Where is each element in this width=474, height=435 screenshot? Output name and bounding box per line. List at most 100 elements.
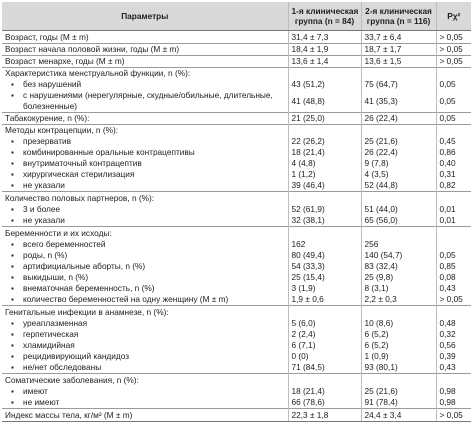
cell-group-1: 162 — [287, 239, 361, 250]
cell-parameter: имеют — [2, 386, 288, 397]
cell-p-value: 0,08 — [435, 272, 471, 283]
cell-parameter: Генитальные инфекции в анамнезе, n (%): — [2, 305, 288, 318]
cell-p-value: 0,98 — [435, 386, 471, 397]
cell-parameter: Беременности и их исходы: — [2, 226, 288, 239]
cell-parameter: Возраст менархе, годы (M ± m) — [2, 55, 288, 68]
cell-group-1: 43 (51,2) — [287, 79, 361, 90]
table-row: с нарушениями (нерегулярные, скудные/оби… — [2, 90, 471, 113]
table-row: рецидивирующий кандидоз 0 (0)1 (0,9)0,39 — [2, 351, 471, 362]
table-row: хламидийная 6 (7,1)6 (5,2)0,56 — [2, 340, 471, 351]
cell-p-value: 0,45 — [435, 136, 471, 147]
cell-group-1 — [287, 191, 361, 204]
row-label: Возраст начала половой жизни, годы (M ± … — [5, 44, 180, 55]
row-sublabel: уреаплазменная — [5, 318, 87, 328]
row-sublabel: не имеют — [5, 397, 59, 407]
row-sublabel: выкидыши, n (%) — [5, 272, 88, 282]
cell-parameter: не/нет обследованы — [2, 362, 288, 374]
cell-group-2: 13,6 ± 1,5 — [360, 55, 436, 68]
row-sublabel: герпетическая — [5, 329, 78, 339]
table-row: внутриматочный контрацептив 4 (4,8)9 (7,8… — [2, 158, 471, 169]
cell-p-value — [435, 226, 471, 239]
table-row: Соматические заболевания, n (%): — [2, 373, 471, 386]
cell-parameter: всего беременностей — [2, 239, 288, 250]
row-sublabel: хламидийная — [5, 340, 75, 350]
cell-group-2: 33,7 ± 6,4 — [360, 30, 436, 44]
cell-parameter: выкидыши, n (%) — [2, 272, 288, 283]
cell-p-value: 0,05 — [435, 250, 471, 261]
row-sublabel: внутриматочный контрацептив — [5, 158, 142, 168]
cell-p-value: 0,05 — [435, 79, 471, 90]
cell-parameter: 3 и более — [2, 204, 288, 215]
row-sublabel: имеют — [5, 386, 48, 396]
cell-p-value: > 0,05 — [435, 408, 471, 422]
cell-p-value — [435, 124, 471, 136]
cell-parameter: Методы контрацепции, n (%): — [2, 124, 288, 136]
cell-parameter: количество беременностей на одну женщину… — [2, 294, 288, 306]
cell-p-value: 0,48 — [435, 318, 471, 329]
cell-group-1: 66 (78,6) — [287, 397, 361, 409]
header-group-1-line-1: 1-я клиническая — [291, 5, 359, 16]
row-sublabel: роды, n (%) — [5, 250, 67, 260]
cell-group-2: 91 (78,4) — [360, 397, 436, 409]
cell-group-1: 21 (25,0) — [287, 112, 361, 125]
row-sublabel: не/нет обследованы — [5, 362, 101, 372]
cell-group-1: 22,3 ± 1,8 — [287, 408, 361, 422]
cell-group-2: 4 (3,5) — [360, 169, 436, 180]
row-label: Возраст менархе, годы (M ± m) — [5, 56, 125, 67]
cell-parameter: не имеют — [2, 397, 288, 409]
cell-parameter: Количество половых партнеров, n (%): — [2, 191, 288, 204]
cell-p-value: 0,01 — [435, 215, 471, 227]
row-label: Беременности и их исходы: — [5, 227, 112, 238]
cell-group-1 — [287, 226, 361, 239]
cell-group-1: 18 (21,4) — [287, 147, 361, 158]
cell-group-1: 6 (7,1) — [287, 340, 361, 351]
cell-p-value: 0,40 — [435, 158, 471, 169]
cell-p-value: > 0,05 — [435, 43, 471, 56]
clinical-parameters-table: Параметры 1-я клиническая группа (n = 84… — [2, 2, 471, 422]
cell-group-2: 10 (8,6) — [360, 318, 436, 329]
row-label: Генитальные инфекции в анамнезе, n (%): — [5, 306, 169, 317]
header-p-value: Рχ² — [435, 2, 471, 31]
cell-parameter: не указали — [2, 215, 288, 227]
cell-p-value: 0,31 — [435, 169, 471, 180]
cell-p-value: 0,82 — [435, 180, 471, 192]
cell-group-2: 24,4 ± 3,4 — [360, 408, 436, 422]
cell-parameter: герпетическая — [2, 329, 288, 340]
cell-group-1: 1 (1,2) — [287, 169, 361, 180]
cell-p-value: 0,43 — [435, 362, 471, 374]
cell-group-1: 18,4 ± 1,9 — [287, 43, 361, 56]
table-row: 3 и более 52 (61,9)51 (44,0)0,01 — [2, 204, 471, 215]
cell-parameter: комбинированные оральные контрацептивы — [2, 147, 288, 158]
cell-group-2: 26 (22,4) — [360, 147, 436, 158]
table-row: Возраст менархе, годы (M ± m) 13,6 ± 1,4 1… — [2, 55, 471, 68]
table-row: количество беременностей на одну женщину… — [2, 294, 471, 306]
cell-parameter: хирургическая стерилизация — [2, 169, 288, 180]
cell-group-2: 26 (22,4) — [360, 112, 436, 125]
cell-group-1: 31,4 ± 7,3 — [287, 30, 361, 44]
cell-p-value: 0,56 — [435, 340, 471, 351]
cell-p-value: > 0,05 — [435, 30, 471, 44]
cell-group-2: 52 (44,8) — [360, 180, 436, 192]
cell-group-2: 93 (80,1) — [360, 362, 436, 374]
cell-parameter: Характеристика менструальной функции, n … — [2, 67, 288, 79]
cell-parameter: Возраст, годы (M ± m) — [2, 31, 288, 44]
cell-p-value: 0,86 — [435, 147, 471, 158]
cell-p-value: 0,05 — [435, 112, 471, 125]
row-sublabel: презерватив — [5, 136, 71, 146]
table-row: Методы контрацепции, n (%): — [2, 124, 471, 136]
cell-group-1: 41 (48,8) — [287, 90, 361, 113]
cell-group-2: 18,7 ± 1,7 — [360, 43, 436, 56]
table-row: роды, n (%) 80 (49,4)140 (54,7)0,05 — [2, 250, 471, 261]
cell-parameter: рецидивирующий кандидоз — [2, 351, 288, 362]
cell-group-2: 25 (9,8) — [360, 272, 436, 283]
cell-group-2: 140 (54,7) — [360, 250, 436, 261]
table-row: не имеют 66 (78,6)91 (78,4)0,98 — [2, 397, 471, 409]
cell-group-1: 0 (0) — [287, 351, 361, 362]
table-row: Количество половых партнеров, n (%): — [2, 191, 471, 204]
row-label: Табакокурение, n (%): — [5, 113, 90, 124]
cell-group-1: 25 (15,4) — [287, 272, 361, 283]
cell-p-value: 0,01 — [435, 204, 471, 215]
cell-p-value: > 0,05 — [435, 55, 471, 68]
cell-group-1 — [287, 305, 361, 318]
